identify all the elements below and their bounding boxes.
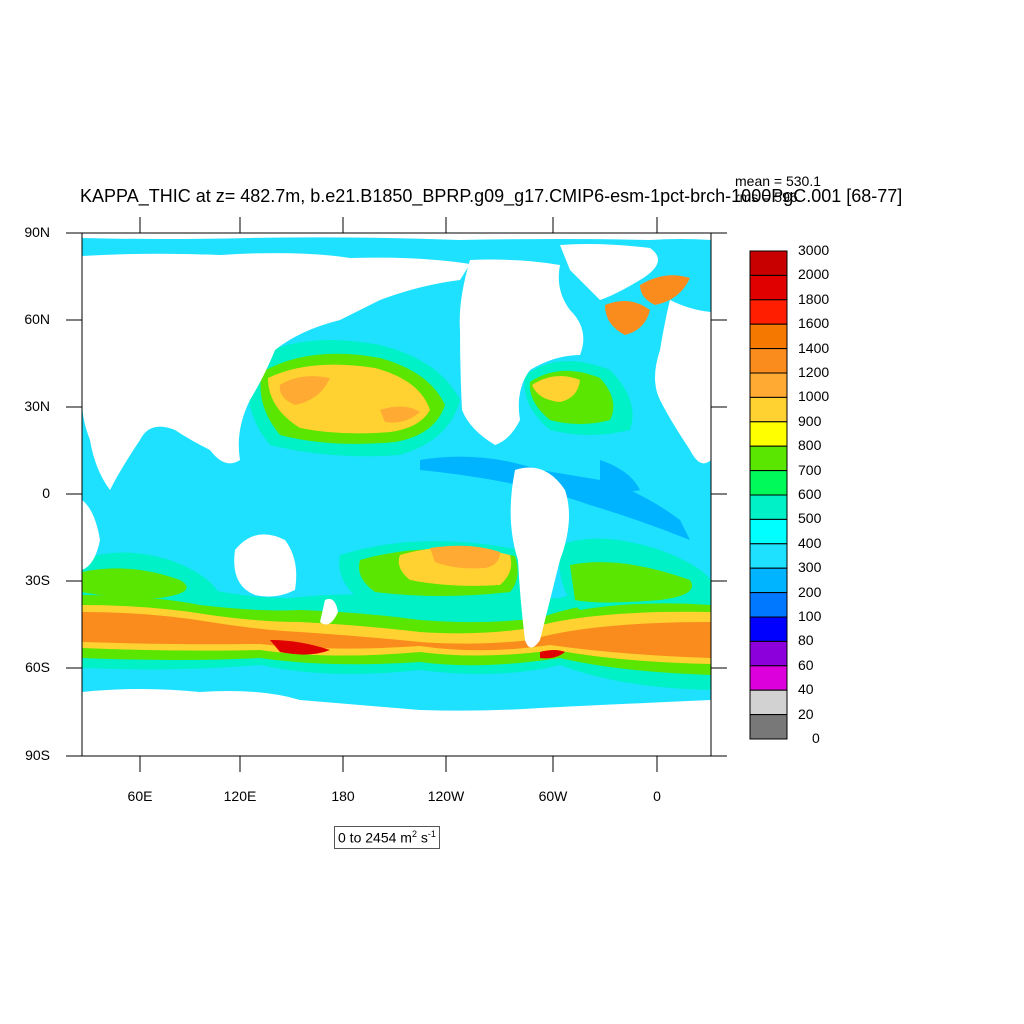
lon-tick-label: 60W (538, 788, 568, 804)
value-range-box: 0 to 2454 m2 s-1 (334, 826, 440, 849)
colorbar-box (749, 592, 788, 618)
lon-tick-label: 180 (331, 788, 355, 804)
colorbar-label: 40 (798, 681, 814, 698)
colorbar-box (749, 421, 788, 447)
lat-tick-label: 30N (24, 398, 50, 414)
colorbar-box (749, 518, 788, 545)
colorbar-label: 600 (798, 486, 822, 502)
land-north-america (459, 259, 584, 445)
colorbar-label: 500 (798, 510, 822, 527)
colorbar-label: 300 (798, 559, 822, 576)
acc-core-red (270, 640, 330, 655)
lon-tick-label: 120E (223, 788, 257, 804)
colorbar-box (749, 396, 788, 423)
land-eurasia (82, 253, 470, 490)
colorbar-label: 3000 (798, 242, 830, 258)
lat-tick-label: 90S (25, 747, 50, 763)
colorbar-label: 1400 (798, 339, 830, 356)
colorbar-box (749, 567, 788, 594)
land-newzealand (320, 598, 338, 625)
spacific-gyre-orange (430, 545, 500, 569)
lat-tick-label: 0 (42, 485, 50, 501)
plot-title: KAPPA_THIC at z= 482.7m, b.e21.B1850_BPR… (80, 186, 903, 206)
ocean-low-band (420, 456, 690, 540)
land-greenland (560, 244, 658, 300)
acc-core-red2 (540, 650, 565, 659)
lat-tick-label: 60S (25, 659, 50, 675)
rms-stat: rms = 596 (735, 189, 798, 205)
lat-tick-label: 60N (24, 311, 50, 327)
land-africa-east (82, 500, 100, 570)
lon-ticks (139, 217, 658, 772)
colorbar-box (749, 348, 788, 374)
colorbar-label: 900 (798, 412, 822, 429)
nordic-orange2 (640, 275, 690, 305)
colorbar-box (749, 689, 788, 716)
npacific-gyre-orange (279, 376, 330, 405)
mean-stat: mean = 530.1 (735, 173, 822, 189)
colorbar-box (749, 250, 788, 276)
indian-gyre-green (82, 568, 187, 598)
colorbar-label: 80 (798, 632, 814, 649)
land-south-america (510, 467, 569, 648)
lon-tick-label: 0 (653, 788, 661, 804)
colorbar-label: 200 (798, 583, 822, 600)
colorbar-label: 800 (798, 437, 822, 454)
colorbar-box (749, 714, 788, 740)
colorbar-box (749, 494, 788, 520)
lon-tick-label: 60E (127, 788, 153, 804)
natl-gyre-yellow (532, 376, 580, 402)
colorbar-box (749, 299, 788, 325)
colorbar-label: 1600 (798, 315, 830, 332)
colorbar-box (749, 445, 788, 472)
colorbar-label: 1000 (798, 388, 830, 405)
colorbar-label: 700 (798, 461, 822, 478)
npacific-gyre-orange2 (380, 406, 420, 423)
satl-gyre-green (570, 562, 692, 603)
colorbar-label: 60 (798, 656, 814, 673)
lon-tick-label: 120W (427, 788, 465, 804)
land-antarctica (82, 689, 711, 756)
colorbar-box (749, 323, 788, 350)
colorbar-label: 0 (812, 730, 820, 746)
colorbar (749, 250, 788, 740)
colorbar-box (749, 665, 788, 691)
colorbar-label: 100 (798, 608, 822, 624)
lat-ticks (66, 232, 727, 757)
colorbar-label: 400 (798, 534, 822, 551)
colorbar-box (749, 274, 788, 301)
colorbar-box (749, 372, 788, 398)
colorbar-box (749, 470, 788, 496)
colorbar-box (749, 543, 788, 569)
acc-band-orange (82, 612, 711, 658)
lat-tick-label: 90N (24, 224, 50, 240)
colorbar-box (749, 616, 788, 642)
colorbar-label: 20 (798, 705, 814, 722)
acc-band-yellow (82, 605, 711, 664)
lat-tick-label: 30S (25, 572, 50, 588)
colorbar-label: 1800 (798, 290, 830, 307)
colorbar-box (749, 640, 788, 667)
stats-block: mean = 530.1 rms = 596 (735, 173, 821, 205)
colorbar-label: 2000 (798, 266, 830, 283)
colorbar-label: 1200 (798, 364, 830, 380)
land-australia (234, 534, 297, 597)
nordic-orange (605, 301, 650, 335)
land-europe-africa (655, 300, 711, 464)
land-north (82, 233, 711, 240)
ocean-low-patch (600, 460, 640, 492)
